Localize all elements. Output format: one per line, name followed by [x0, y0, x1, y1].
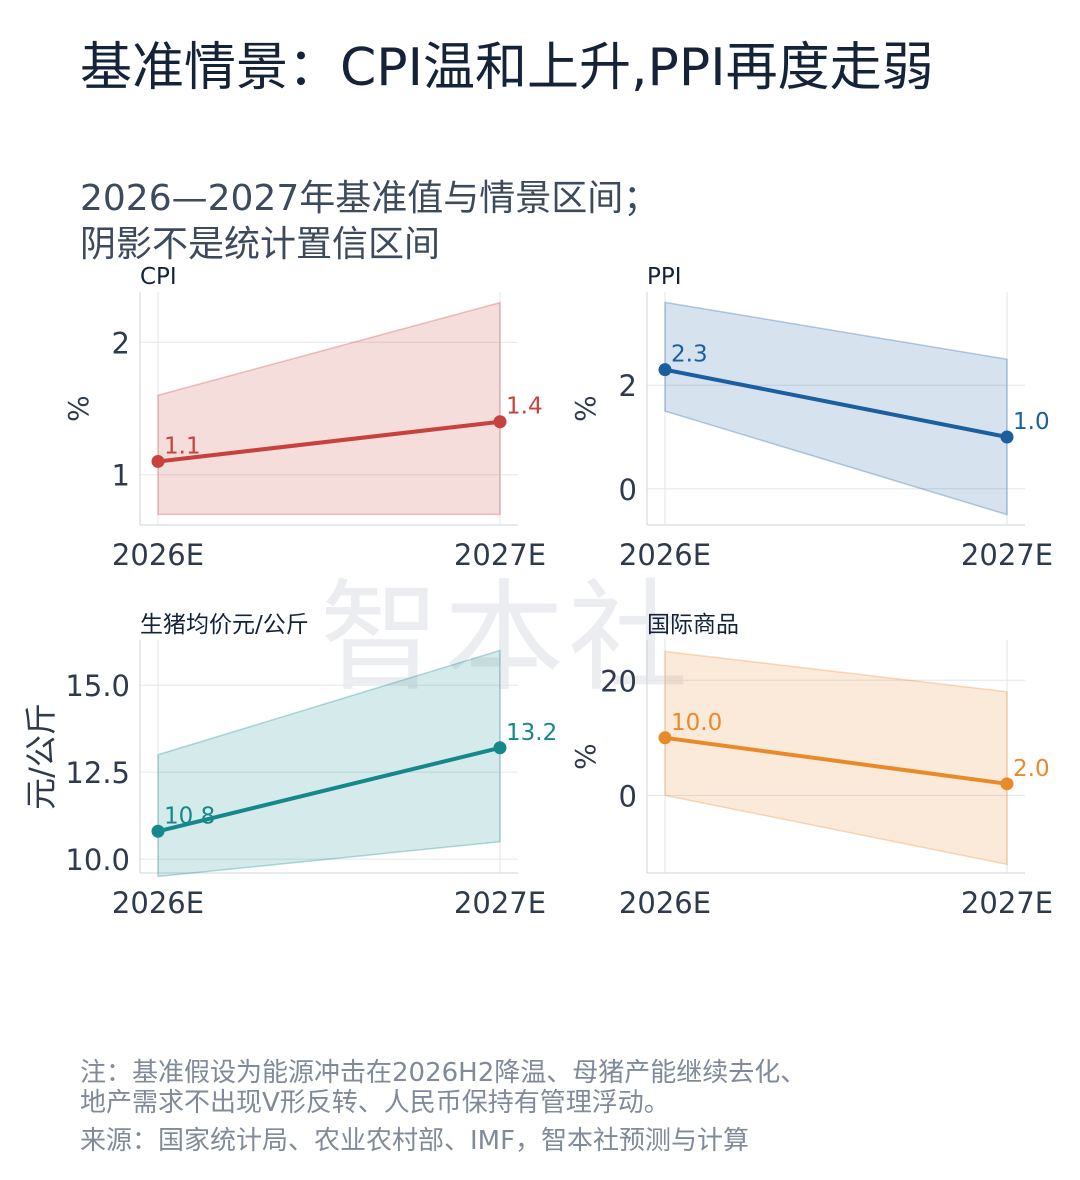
- data-label: 2.0: [1013, 756, 1050, 782]
- footnote-line-2: 地产需求不出现V形反转、人民币保持有管理浮动。: [80, 1088, 670, 1118]
- x-tick-label: 2026E: [619, 538, 711, 572]
- data-point: [493, 741, 507, 755]
- x-tick-label: 2027E: [961, 538, 1053, 572]
- y-axis-label: %: [569, 395, 602, 422]
- y-tick-label: 12.5: [65, 756, 130, 790]
- data-label: 10.0: [671, 710, 722, 736]
- data-point: [1000, 777, 1014, 791]
- series-line: [157, 419, 501, 464]
- y-tick-label: 0: [619, 473, 637, 507]
- data-label: 1.1: [164, 433, 201, 459]
- y-axis-label: 元/公斤: [22, 703, 60, 810]
- panel-title: 国际商品: [647, 612, 739, 638]
- footnote-line-1: 注：基准假设为能源冲击在2026H2降温、母猪产能继续去化、: [80, 1058, 807, 1088]
- data-label: 10.8: [164, 803, 215, 829]
- x-tick-label: 2026E: [619, 886, 711, 920]
- data-point: [658, 363, 672, 377]
- scenario-band: [157, 301, 501, 516]
- x-tick-label: 2026E: [112, 538, 204, 572]
- scenario-band: [664, 650, 1008, 866]
- series-line: [664, 735, 1008, 786]
- chart-panel-3: 10.8 13.2 10.0 12.5 15.0 2026E 2027E 生猪均价元/公斤元/…: [22, 612, 557, 920]
- y-tick-label: 10.0: [65, 843, 130, 877]
- panel-title: PPI: [647, 264, 682, 290]
- scenario-band: [157, 649, 501, 878]
- y-tick-label: 15.0: [65, 669, 130, 703]
- data-label: 13.2: [506, 720, 557, 746]
- y-tick-label: 20: [600, 664, 637, 698]
- page-subtitle: 2026—2027年基准值与情景区间； 阴影不是统计置信区间: [80, 176, 1000, 268]
- data-point: [1000, 430, 1014, 444]
- x-tick-label: 2026E: [112, 886, 204, 920]
- y-tick-label: 2: [112, 326, 130, 360]
- panel-title: 生猪均价元/公斤: [140, 612, 309, 638]
- x-tick-label: 2027E: [961, 886, 1053, 920]
- source-note: 来源：国家统计局、农业农村部、IMF，智本社预测与计算: [80, 1126, 750, 1156]
- y-axis-label: %: [62, 395, 95, 422]
- y-axis-label: %: [569, 743, 602, 770]
- y-tick-label: 2: [619, 369, 637, 403]
- page-title: 基准情景：CPI温和上升,PPI再度走弱: [80, 38, 934, 98]
- data-point: [151, 454, 165, 468]
- y-tick-label: 0: [619, 779, 637, 813]
- data-label: 2.3: [671, 342, 708, 368]
- data-label: 1.0: [1013, 409, 1050, 435]
- subtitle-line-2: 阴影不是统计置信区间: [80, 224, 441, 265]
- x-tick-label: 2027E: [454, 886, 546, 920]
- data-point: [493, 415, 507, 429]
- footer: 注：基准假设为能源冲击在2026H2降温、母猪产能继续去化、 地产需求不出现V形…: [80, 1058, 1040, 1156]
- panel-title: CPI: [140, 264, 177, 290]
- data-point: [658, 731, 672, 745]
- data-label: 1.4: [506, 394, 543, 420]
- subtitle-line-1: 2026—2027年基准值与情景区间；: [80, 178, 660, 219]
- series-line: [157, 745, 501, 834]
- chart-panel-2: 2.3 1.0 0 2 2026E 2027E PPI%: [569, 264, 1053, 572]
- scenario-band: [664, 301, 1008, 516]
- y-tick-label: 1: [112, 459, 130, 493]
- chart-panel-4: 10.0 2.0 0 20 2026E 2027E 国际商品%: [569, 612, 1053, 920]
- chart-panel-1: 1.1 1.4 1 2 2026E 2027E CPI%: [62, 264, 546, 572]
- x-tick-label: 2027E: [454, 538, 546, 572]
- series-line: [664, 367, 1008, 439]
- data-point: [151, 824, 165, 838]
